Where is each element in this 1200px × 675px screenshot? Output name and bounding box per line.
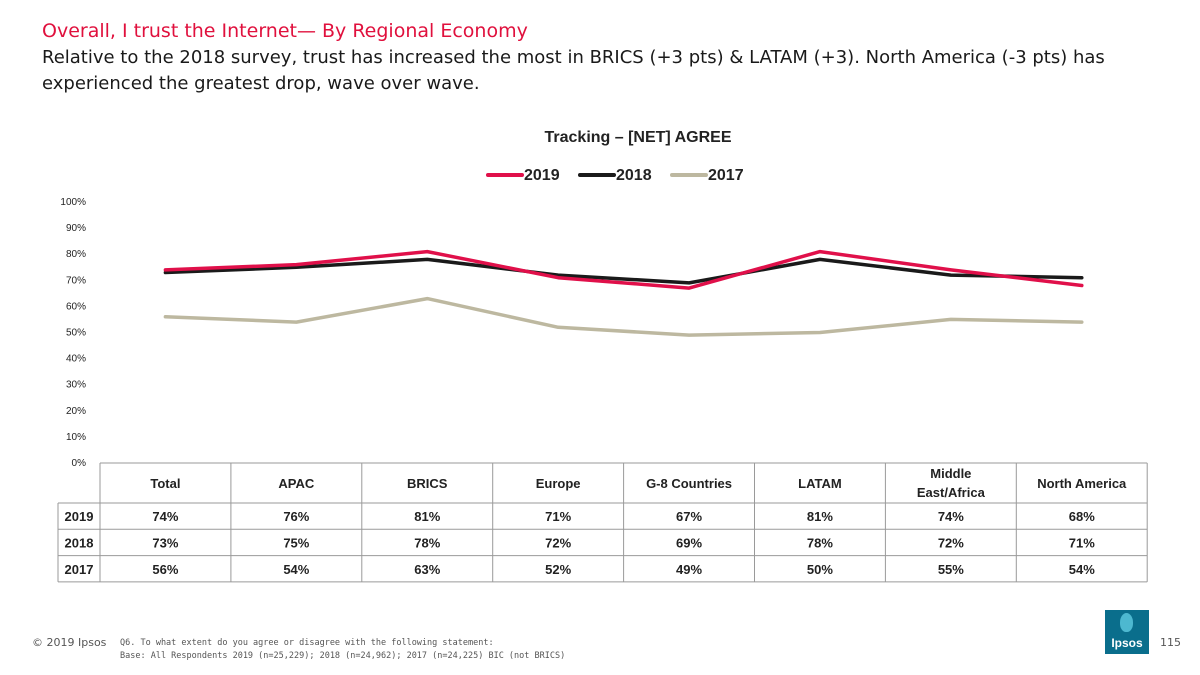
y-tick-label: 100% — [60, 197, 86, 208]
category-label: APAC — [278, 476, 314, 491]
table-cell: 54% — [1069, 562, 1095, 577]
table-cell: 72% — [545, 535, 571, 550]
y-tick-label: 10% — [66, 432, 86, 443]
y-tick-label: 60% — [66, 301, 86, 312]
ipsos-logo: Ipsos — [1105, 610, 1149, 654]
legend-label-2017: 2017 — [708, 167, 744, 184]
footnote-base: Base: All Respondents 2019 (n=25,229); 2… — [120, 651, 566, 661]
category-label: BRICS — [407, 476, 448, 491]
table-cell: 81% — [807, 509, 833, 524]
series-line-2018 — [163, 257, 1084, 285]
table-cell: 67% — [676, 509, 702, 524]
row-label-2018: 2018 — [65, 535, 94, 550]
y-tick-label: 80% — [66, 249, 86, 260]
logo-mark-icon — [1120, 613, 1133, 632]
copyright: © 2019 Ipsos — [32, 636, 107, 649]
table-cell: 71% — [545, 509, 571, 524]
category-label: Middle — [930, 466, 971, 481]
table-cell: 75% — [283, 535, 309, 550]
table-cell: 50% — [807, 562, 833, 577]
line-chart: Tracking – [NET] AGREE 2019 2018 2017 0% 10% 2… — [57, 129, 1148, 583]
page-title: Overall, I trust the Internet— By Region… — [42, 20, 528, 42]
table-cell: 78% — [414, 535, 440, 550]
logo-text: Ipsos — [1111, 636, 1143, 650]
table-cell: 63% — [414, 562, 440, 577]
table-cell: 56% — [152, 562, 178, 577]
table-cell: 49% — [676, 562, 702, 577]
chart-title: Tracking – [NET] AGREE — [545, 129, 732, 146]
row-label-2017: 2017 — [65, 562, 94, 577]
page-number: 115 — [1160, 636, 1181, 649]
category-label: Europe — [536, 476, 581, 491]
table-cell: 54% — [283, 562, 309, 577]
series-line-2017 — [163, 296, 1084, 337]
y-tick-label: 70% — [66, 275, 86, 286]
y-tick-label: 0% — [72, 458, 87, 469]
y-tick-label: 20% — [66, 406, 86, 417]
table-cell: 55% — [938, 562, 964, 577]
legend-label-2019: 2019 — [524, 167, 560, 184]
y-tick-label: 50% — [66, 328, 86, 339]
y-tick-label: 30% — [66, 380, 86, 391]
footnote-question: Q6. To what extent do you agree or disag… — [120, 638, 494, 648]
y-tick-label: 90% — [66, 223, 86, 234]
table-cell: 78% — [807, 535, 833, 550]
table-cell: 74% — [152, 509, 178, 524]
table-cell: 73% — [152, 535, 178, 550]
table-cell: 69% — [676, 535, 702, 550]
category-label: North America — [1037, 476, 1127, 491]
table-cell: 76% — [283, 509, 309, 524]
series-line-2019 — [163, 249, 1084, 290]
row-label-2019: 2019 — [65, 509, 94, 524]
table-cell: 74% — [938, 509, 964, 524]
table-cell: 68% — [1069, 509, 1095, 524]
category-label: East/Africa — [917, 485, 986, 500]
category-label: Total — [150, 476, 180, 491]
legend-label-2018: 2018 — [616, 167, 652, 184]
footnote: Q6. To what extent do you agree or disag… — [120, 637, 565, 663]
y-tick-label: 40% — [66, 354, 86, 365]
category-label: LATAM — [798, 476, 842, 491]
category-label: G-8 Countries — [646, 476, 732, 491]
table-cell: 52% — [545, 562, 571, 577]
page-subtitle: Relative to the 2018 survey, trust has i… — [42, 47, 1105, 94]
table-cell: 71% — [1069, 535, 1095, 550]
table-cell: 72% — [938, 535, 964, 550]
table-cell: 81% — [414, 509, 440, 524]
